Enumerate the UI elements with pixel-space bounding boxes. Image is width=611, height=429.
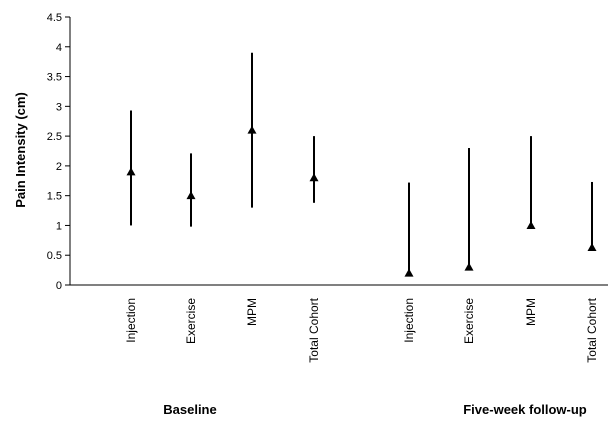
- category-label: Injection: [124, 298, 138, 343]
- category-label: Total Cohort: [585, 297, 599, 362]
- y-tick-label: 3.5: [47, 72, 62, 84]
- y-tick-label: 1.5: [47, 191, 62, 203]
- y-tick-label: 3: [56, 101, 62, 113]
- category-label: MPM: [524, 298, 538, 326]
- category-labels: Injection Exercise MPM Total Cohort Injectio…: [124, 297, 599, 362]
- category-label: Injection: [402, 298, 416, 343]
- y-tick-label: 4.5: [47, 12, 62, 24]
- category-label: Exercise: [184, 298, 198, 344]
- group-label: Baseline: [163, 402, 216, 417]
- y-ticks: 0 0.5 1 1.5 2 2.5 3 3.5 4 4.5: [47, 12, 70, 292]
- group-label: Five-week follow-up: [463, 402, 587, 417]
- median-marker: [309, 173, 319, 182]
- median-marker: [404, 268, 414, 277]
- y-tick-label: 0: [56, 280, 62, 292]
- axes: [69, 17, 608, 286]
- y-tick-label: 0.5: [47, 250, 62, 262]
- median-marker: [186, 191, 196, 200]
- median-marker: [247, 125, 257, 134]
- group-labels: Baseline Five-week follow-up: [163, 402, 587, 417]
- median-marker: [464, 262, 474, 271]
- median-marker: [587, 242, 597, 251]
- y-tick-label: 2: [56, 161, 62, 173]
- y-tick-label: 4: [56, 42, 62, 54]
- data-marks: [126, 52, 597, 277]
- y-axis-title: Pain Intensity (cm): [13, 92, 28, 208]
- category-label: Total Cohort: [307, 297, 321, 362]
- median-marker: [126, 167, 136, 176]
- median-marker: [526, 220, 536, 229]
- category-label: MPM: [245, 298, 259, 326]
- y-tick-label: 1: [56, 220, 62, 232]
- category-label: Exercise: [462, 298, 476, 344]
- y-tick-label: 2.5: [47, 131, 62, 143]
